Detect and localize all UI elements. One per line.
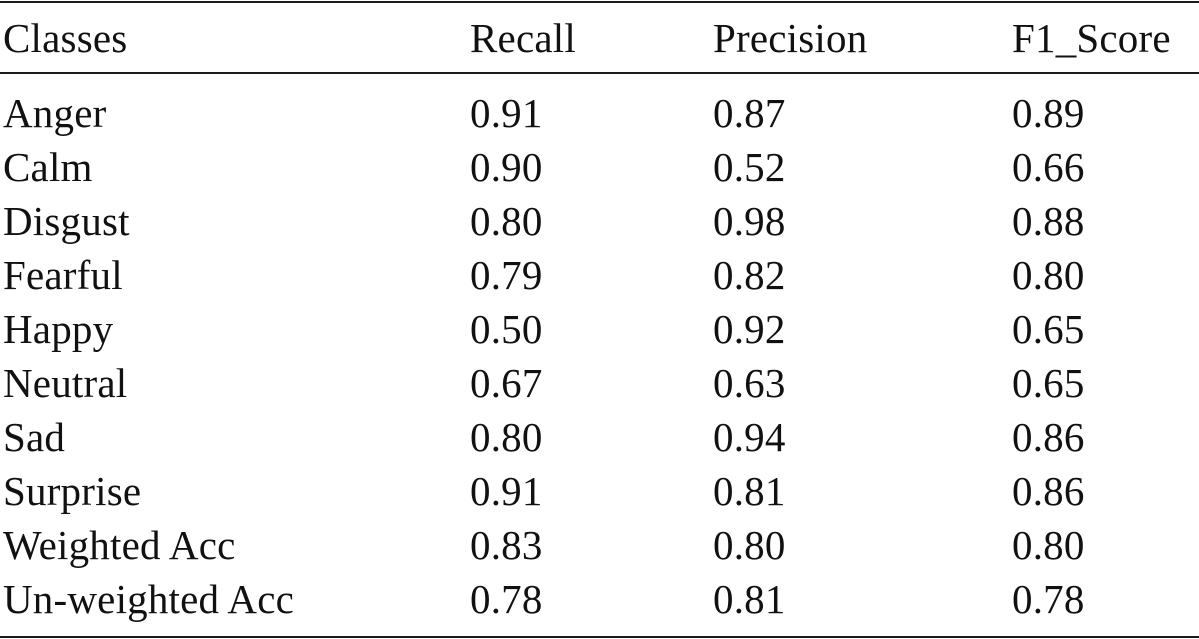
precision-value: 0.52 [713, 144, 786, 190]
table-row: Un-weighted Acc 0.78 0.81 0.78 [0, 572, 1199, 626]
f1-score-value: 0.65 [1012, 306, 1085, 352]
precision-value: 0.80 [713, 522, 786, 568]
class-name: Disgust [3, 198, 130, 244]
recall-value: 0.50 [470, 306, 543, 352]
class-name: Weighted Acc [3, 522, 236, 568]
table-row: Weighted Acc 0.83 0.80 0.80 [0, 518, 1199, 572]
class-name: Fearful [3, 252, 123, 298]
precision-value: 0.94 [713, 414, 786, 460]
recall-value: 0.91 [470, 468, 543, 514]
recall-value: 0.79 [470, 252, 543, 298]
table-row: Disgust 0.80 0.98 0.88 [0, 194, 1199, 248]
f1-score-value: 0.80 [1012, 522, 1085, 568]
precision-value: 0.92 [713, 306, 786, 352]
f1-score-value: 0.66 [1012, 144, 1085, 190]
recall-value: 0.80 [470, 198, 543, 244]
class-name: Calm [3, 144, 93, 190]
bottom-rule [0, 636, 1199, 638]
class-name: Anger [3, 90, 107, 136]
table-row: Happy 0.50 0.92 0.65 [0, 302, 1199, 356]
recall-value: 0.78 [470, 576, 543, 622]
f1-score-value: 0.80 [1012, 252, 1085, 298]
precision-value: 0.98 [713, 198, 786, 244]
class-name: Happy [3, 306, 114, 352]
header-f1-score: F1_Score [1012, 15, 1171, 61]
header-rule [0, 72, 1199, 74]
table-row: Fearful 0.79 0.82 0.80 [0, 248, 1199, 302]
table-row: Surprise 0.91 0.81 0.86 [0, 464, 1199, 518]
f1-score-value: 0.88 [1012, 198, 1085, 244]
table-row: Calm 0.90 0.52 0.66 [0, 140, 1199, 194]
recall-value: 0.83 [470, 522, 543, 568]
f1-score-value: 0.65 [1012, 360, 1085, 406]
class-name: Sad [3, 414, 66, 460]
header-recall: Recall [470, 15, 576, 61]
f1-score-value: 0.86 [1012, 414, 1085, 460]
precision-value: 0.81 [713, 576, 786, 622]
recall-value: 0.90 [470, 144, 543, 190]
top-rule [0, 1, 1199, 3]
precision-value: 0.82 [713, 252, 786, 298]
precision-value: 0.81 [713, 468, 786, 514]
f1-score-value: 0.78 [1012, 576, 1085, 622]
class-name: Neutral [3, 360, 128, 406]
f1-score-value: 0.86 [1012, 468, 1085, 514]
table-row: Anger 0.91 0.87 0.89 [0, 86, 1199, 140]
precision-value: 0.87 [713, 90, 786, 136]
recall-value: 0.80 [470, 414, 543, 460]
table-row: Sad 0.80 0.94 0.86 [0, 410, 1199, 464]
precision-value: 0.63 [713, 360, 786, 406]
table-row: Neutral 0.67 0.63 0.65 [0, 356, 1199, 410]
class-name: Un-weighted Acc [3, 576, 295, 622]
recall-value: 0.91 [470, 90, 543, 136]
recall-value: 0.67 [470, 360, 543, 406]
class-name: Surprise [3, 468, 142, 514]
header-precision: Precision [713, 15, 868, 61]
header-classes: Classes [3, 15, 128, 61]
header-row: Classes Recall Precision F1_Score [0, 11, 1199, 65]
f1-score-value: 0.89 [1012, 90, 1085, 136]
